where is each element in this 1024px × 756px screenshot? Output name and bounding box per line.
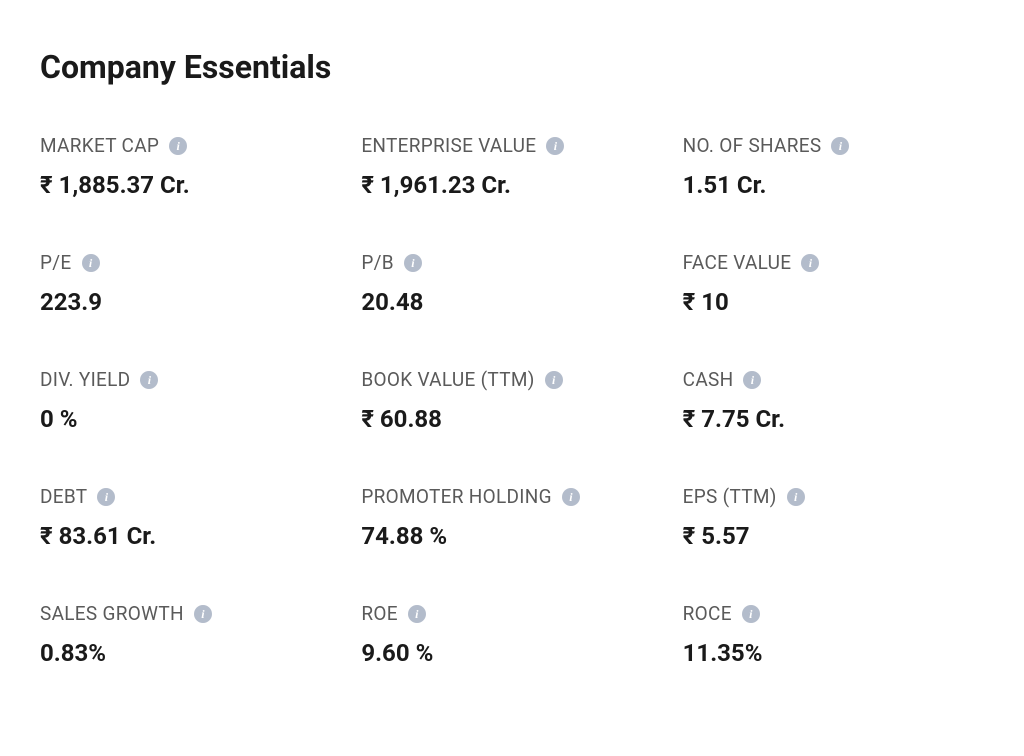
metric-label: DIV. YIELD [40,368,130,391]
metric-value: ₹ 1,961.23 Cr. [361,171,662,199]
metric-label-row: MARKET CAP i [40,134,341,157]
info-icon[interactable]: i [97,488,115,506]
info-icon[interactable]: i [194,605,212,623]
metric-label-row: PROMOTER HOLDING i [361,485,662,508]
metric-value: ₹ 60.88 [361,405,662,433]
metric-label-row: FACE VALUE i [683,251,984,274]
info-icon[interactable]: i [743,371,761,389]
metric-label-row: CASH i [683,368,984,391]
metric-div-yield: DIV. YIELD i 0 % [40,368,341,433]
metric-value: ₹ 5.57 [683,522,984,550]
metric-label: ROCE [683,602,732,625]
metric-label: FACE VALUE [683,251,792,274]
info-icon[interactable]: i [801,254,819,272]
metric-roce: ROCE i 11.35% [683,602,984,667]
metric-label-row: BOOK VALUE (TTM) i [361,368,662,391]
metric-label-row: P/E i [40,251,341,274]
metric-label-row: ROE i [361,602,662,625]
metric-label: SALES GROWTH [40,602,184,625]
metric-book-value: BOOK VALUE (TTM) i ₹ 60.88 [361,368,662,433]
metric-label: P/E [40,251,72,274]
metric-label: CASH [683,368,734,391]
metric-label: DEBT [40,485,87,508]
info-icon[interactable]: i [408,605,426,623]
page-title: Company Essentials [40,48,984,86]
metric-value: 223.9 [40,288,341,316]
info-icon[interactable]: i [404,254,422,272]
metric-label-row: DEBT i [40,485,341,508]
metric-enterprise-value: ENTERPRISE VALUE i ₹ 1,961.23 Cr. [361,134,662,199]
metric-face-value: FACE VALUE i ₹ 10 [683,251,984,316]
metric-value: 0.83% [40,639,341,667]
info-icon[interactable]: i [742,605,760,623]
metric-label-row: SALES GROWTH i [40,602,341,625]
metric-debt: DEBT i ₹ 83.61 Cr. [40,485,341,550]
metric-value: 9.60 % [361,639,662,667]
metric-cash: CASH i ₹ 7.75 Cr. [683,368,984,433]
metric-label: ROE [361,602,397,625]
metric-value: 11.35% [683,639,984,667]
metric-label-row: P/B i [361,251,662,274]
metric-label-row: EPS (TTM) i [683,485,984,508]
metric-label-row: ROCE i [683,602,984,625]
metric-value: 1.51 Cr. [683,171,984,199]
metrics-grid: MARKET CAP i ₹ 1,885.37 Cr. ENTERPRISE V… [40,134,984,667]
info-icon[interactable]: i [82,254,100,272]
metric-label: NO. OF SHARES [683,134,822,157]
info-icon[interactable]: i [140,371,158,389]
metric-value: ₹ 1,885.37 Cr. [40,171,341,199]
metric-pe: P/E i 223.9 [40,251,341,316]
metric-value: ₹ 10 [683,288,984,316]
info-icon[interactable]: i [787,488,805,506]
metric-market-cap: MARKET CAP i ₹ 1,885.37 Cr. [40,134,341,199]
metric-label-row: DIV. YIELD i [40,368,341,391]
metric-label: PROMOTER HOLDING [361,485,552,508]
metric-label: P/B [361,251,394,274]
info-icon[interactable]: i [562,488,580,506]
metric-roe: ROE i 9.60 % [361,602,662,667]
metric-no-of-shares: NO. OF SHARES i 1.51 Cr. [683,134,984,199]
metric-label: MARKET CAP [40,134,159,157]
metric-label: EPS (TTM) [683,485,777,508]
metric-pb: P/B i 20.48 [361,251,662,316]
metric-promoter-holding: PROMOTER HOLDING i 74.88 % [361,485,662,550]
metric-value: 20.48 [361,288,662,316]
metric-label-row: ENTERPRISE VALUE i [361,134,662,157]
metric-label-row: NO. OF SHARES i [683,134,984,157]
metric-value: 0 % [40,405,341,433]
info-icon[interactable]: i [546,137,564,155]
metric-sales-growth: SALES GROWTH i 0.83% [40,602,341,667]
metric-value: 74.88 % [361,522,662,550]
metric-label: ENTERPRISE VALUE [361,134,536,157]
info-icon[interactable]: i [831,137,849,155]
metric-label: BOOK VALUE (TTM) [361,368,534,391]
metric-eps: EPS (TTM) i ₹ 5.57 [683,485,984,550]
metric-value: ₹ 83.61 Cr. [40,522,341,550]
metric-value: ₹ 7.75 Cr. [683,405,984,433]
info-icon[interactable]: i [169,137,187,155]
info-icon[interactable]: i [545,371,563,389]
